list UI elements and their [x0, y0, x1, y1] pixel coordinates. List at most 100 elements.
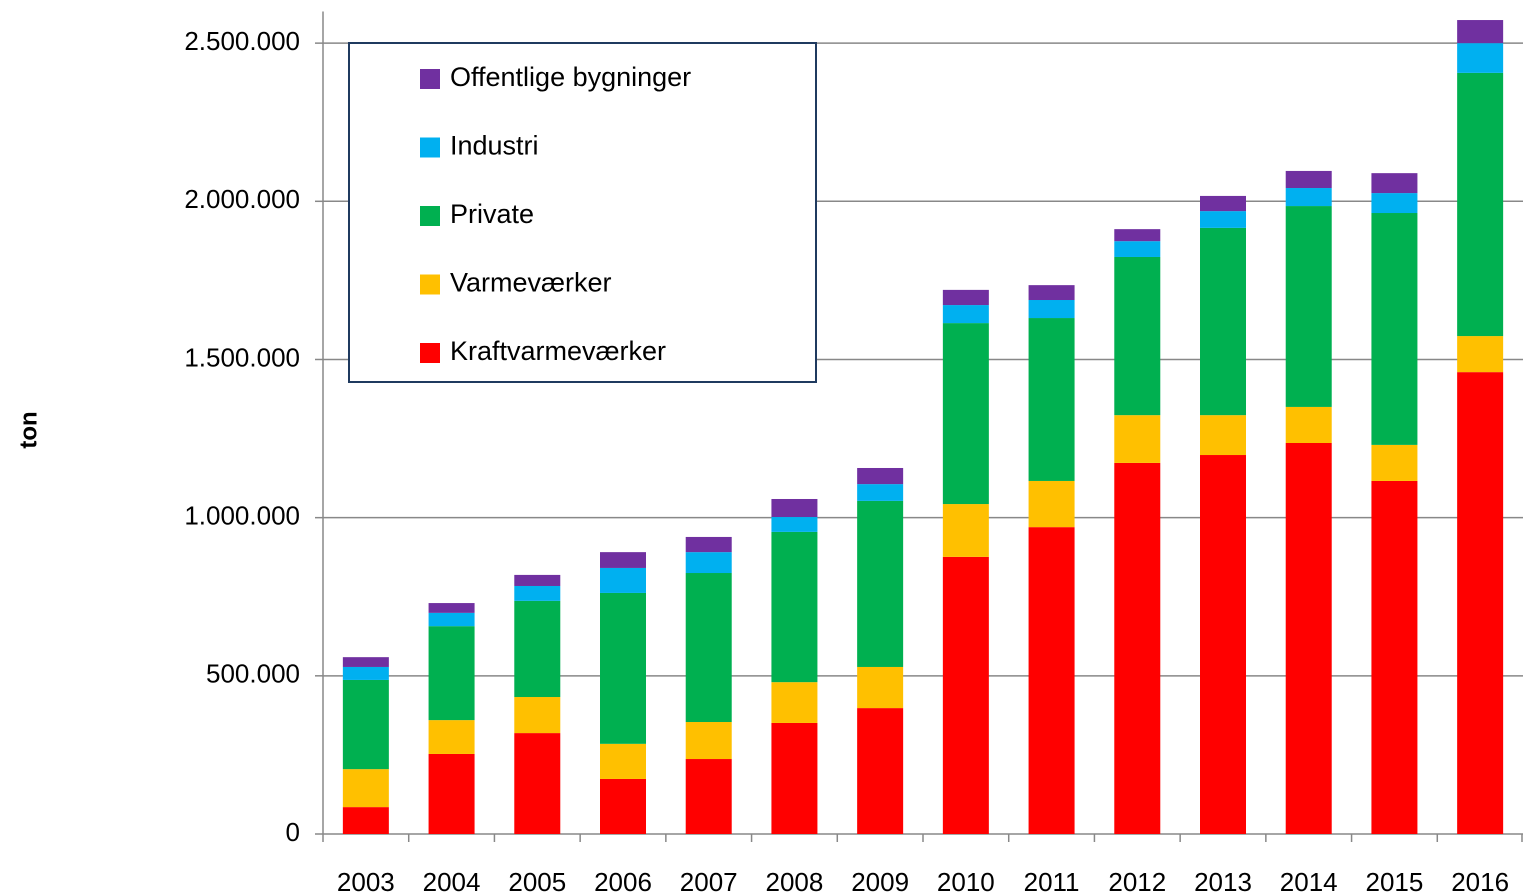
bar-segment [1114, 229, 1161, 242]
legend-label: Kraftvarmeværker [450, 336, 666, 366]
legend-box [348, 42, 817, 383]
bar-segment [428, 612, 475, 627]
bar-segment [942, 305, 989, 324]
bar-segment [1200, 227, 1246, 416]
legend-swatch [420, 274, 440, 295]
y-tick-label: 500.000 [206, 659, 300, 689]
bar-segment [1371, 213, 1418, 445]
bar-segment [1028, 318, 1075, 481]
bar-segment [771, 682, 818, 723]
legend-label: Private [450, 199, 534, 229]
bar-segment [857, 500, 904, 667]
bar-segment [685, 573, 732, 723]
x-tick-label: 2003 [337, 867, 395, 895]
bar-segment [1285, 406, 1332, 443]
bar-segment [1285, 442, 1332, 834]
bar-segment [342, 666, 389, 680]
bar-segment [1114, 462, 1161, 834]
bar-segment [1114, 241, 1161, 257]
bar-segment [1028, 285, 1075, 301]
bar-segment [342, 807, 389, 834]
bar-segment [1457, 72, 1504, 337]
bar-segment [1028, 527, 1075, 834]
x-tick-label: 2004 [423, 867, 481, 895]
bar-segment [514, 585, 561, 601]
bar-segment [514, 697, 561, 734]
x-tick-label: 2010 [937, 867, 995, 895]
legend-label: Varmeværker [450, 268, 612, 298]
bar-segment [771, 531, 818, 683]
bar-segment [600, 743, 646, 779]
bar-segment [428, 720, 475, 754]
bar-segment [600, 552, 646, 568]
bar-segment [1457, 43, 1504, 73]
y-tick-label: 1.500.000 [184, 342, 300, 372]
bar-segment [942, 504, 989, 557]
bar-segment [857, 708, 904, 834]
x-tick-label: 2012 [1108, 867, 1166, 895]
bar-segment [1285, 170, 1332, 189]
legend-swatch [420, 206, 440, 226]
bar-segment [942, 323, 989, 505]
bar-segment [857, 467, 904, 485]
legend-label: Industri [450, 131, 539, 161]
x-tick-label: 2014 [1280, 867, 1338, 895]
y-tick-label: 2.000.000 [184, 184, 300, 214]
bar-segment [342, 679, 389, 770]
bar-segment [1114, 256, 1161, 416]
bar-segment [1371, 173, 1418, 194]
y-tick-label: 2.500.000 [184, 26, 300, 56]
bar-segment [1285, 188, 1332, 207]
bar-segment [942, 289, 989, 306]
bar-segment [600, 592, 646, 744]
bar-segment [342, 769, 389, 808]
bar-segment [1028, 300, 1075, 319]
legend-label: Offentlige bygninger [450, 62, 691, 92]
bar-segment [771, 722, 818, 834]
bar-segment [1028, 480, 1075, 528]
bar-segment [514, 574, 561, 586]
bar-segment [428, 626, 475, 721]
bar-segment [514, 733, 561, 834]
bar-segment [1200, 211, 1246, 228]
legend-swatch [420, 69, 440, 89]
bar-segment [1200, 415, 1246, 456]
bar-segment [685, 722, 732, 760]
y-tick-label: 0 [286, 817, 300, 847]
y-axis-label: ton [15, 411, 42, 448]
bar-segment [342, 657, 389, 667]
bar-segment [1457, 336, 1504, 373]
bar-segment [942, 556, 989, 834]
bar-segment [428, 603, 475, 613]
bar-segment [685, 759, 732, 834]
bar-segment [685, 552, 732, 574]
bar-segment [1371, 480, 1418, 834]
legend-swatch [420, 343, 440, 363]
y-tick-label: 1.000.000 [184, 501, 300, 531]
bar-segment [771, 498, 818, 518]
bar-segment [514, 600, 561, 698]
legend-swatch [420, 137, 440, 158]
bar-segment [1200, 455, 1246, 834]
bar-segment [1371, 444, 1418, 481]
bar-segment [1114, 415, 1161, 463]
bar-segment [771, 517, 818, 532]
x-tick-label: 2008 [766, 867, 824, 895]
x-tick-label: 2013 [1194, 867, 1252, 895]
x-tick-label: 2005 [508, 867, 566, 895]
bar-segment [685, 536, 732, 553]
bar-segment [600, 778, 646, 834]
x-tick-label: 2006 [594, 867, 652, 895]
bar-segment [1371, 193, 1418, 214]
bar-segment [428, 753, 475, 834]
bar-segment [1457, 372, 1504, 834]
bar-segment [1457, 20, 1504, 44]
x-tick-label: 2011 [1024, 867, 1080, 895]
bar-segment [857, 484, 904, 501]
x-tick-label: 2015 [1366, 867, 1424, 895]
x-tick-label: 2007 [680, 867, 738, 895]
x-tick-label: 2016 [1451, 867, 1509, 895]
bar-segment [1285, 206, 1332, 407]
bar-segment [600, 567, 646, 593]
